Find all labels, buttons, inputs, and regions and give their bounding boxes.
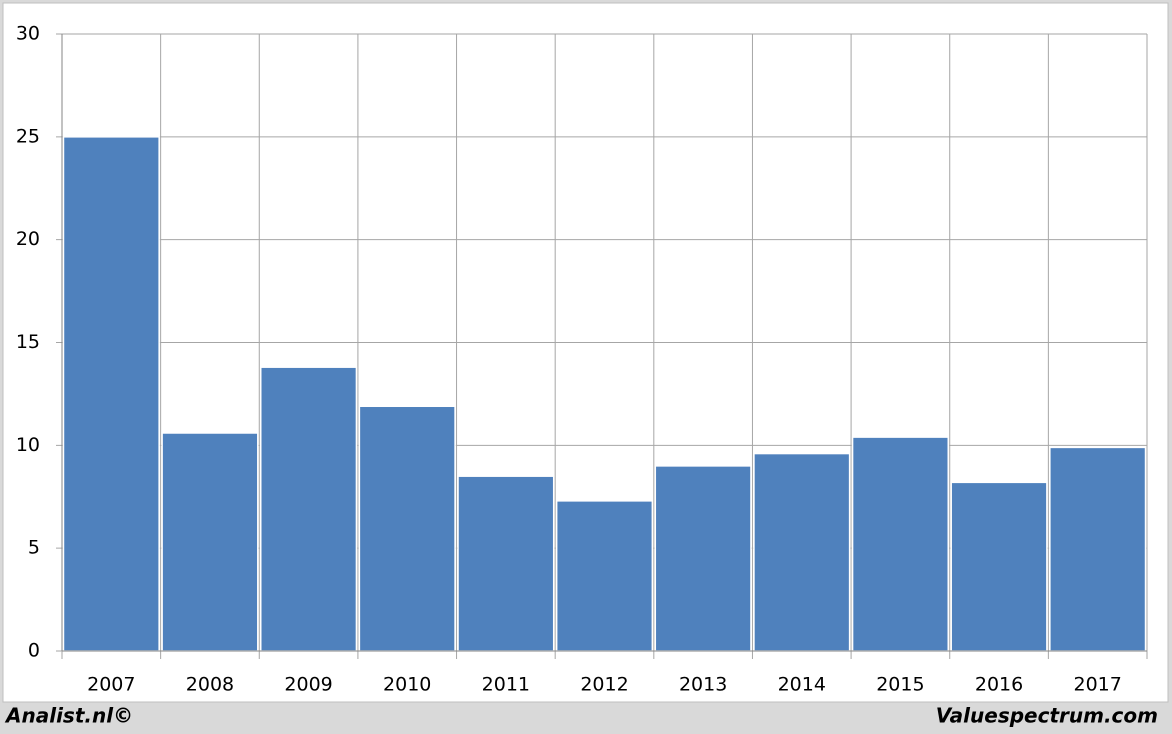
footer-right: Valuespectrum.com bbox=[936, 704, 1158, 728]
y-tick-label: 25 bbox=[16, 125, 40, 147]
bar bbox=[851, 436, 949, 652]
y-tick-label: 5 bbox=[28, 537, 40, 559]
footer-left: Analist.nl© bbox=[4, 704, 133, 728]
bar bbox=[654, 465, 752, 652]
x-tick-label: 2017 bbox=[1074, 674, 1122, 696]
x-tick-label: 2011 bbox=[482, 674, 530, 696]
y-tick-label: 30 bbox=[16, 23, 40, 45]
x-tick-label: 2012 bbox=[580, 674, 628, 696]
x-tick-label: 2015 bbox=[876, 674, 924, 696]
bar bbox=[161, 432, 259, 652]
x-tick-label: 2010 bbox=[383, 674, 431, 696]
x-tick-label: 2008 bbox=[186, 674, 234, 696]
bar bbox=[753, 452, 851, 652]
x-tick-label: 2007 bbox=[87, 674, 135, 696]
bar bbox=[62, 136, 160, 652]
x-tick-label: 2014 bbox=[778, 674, 826, 696]
y-tick-label: 10 bbox=[16, 434, 40, 456]
x-tick-label: 2013 bbox=[679, 674, 727, 696]
bar bbox=[1049, 446, 1147, 652]
bar bbox=[358, 405, 456, 652]
y-tick-label: 20 bbox=[16, 228, 40, 250]
bar bbox=[457, 475, 555, 652]
y-tick-label: 0 bbox=[28, 640, 40, 662]
x-tick-label: 2009 bbox=[284, 674, 332, 696]
x-tick-label: 2016 bbox=[975, 674, 1023, 696]
bar bbox=[950, 481, 1048, 652]
bar bbox=[260, 366, 358, 652]
y-tick-label: 15 bbox=[16, 331, 40, 353]
bar bbox=[555, 500, 654, 652]
